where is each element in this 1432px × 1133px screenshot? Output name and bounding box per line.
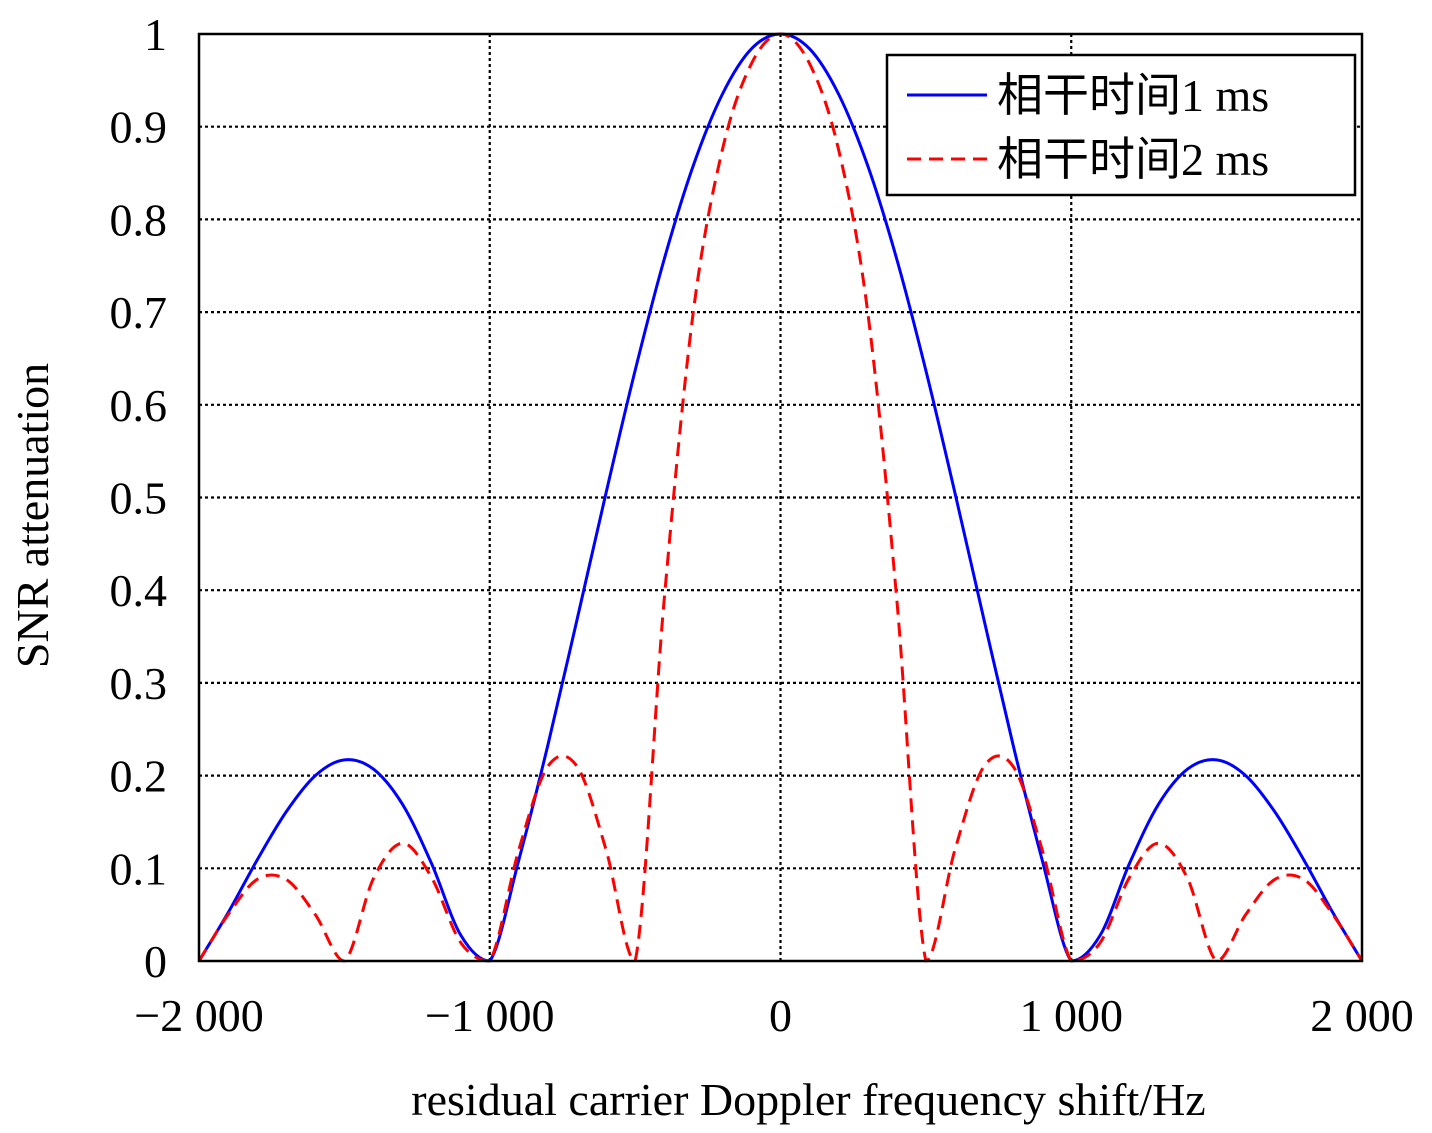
x-axis-title: residual carrier Doppler frequency shift… — [411, 1074, 1205, 1125]
y-tick-label: 0.2 — [110, 751, 168, 802]
legend-label: 相干时间1 ms — [997, 70, 1269, 121]
y-tick-label: 0.3 — [110, 658, 168, 709]
x-tick-label: 1 000 — [1020, 990, 1124, 1041]
legend-label: 相干时间2 ms — [997, 134, 1269, 185]
x-tick-label: 0 — [769, 990, 792, 1041]
legend: 相干时间1 ms 相干时间2 ms — [885, 53, 1357, 197]
grid — [199, 34, 1362, 961]
y-tick-label: 0.4 — [110, 565, 168, 616]
plot-frame — [197, 32, 1364, 963]
y-tick-label: 0.8 — [110, 194, 168, 245]
y-tick-label: 0.6 — [110, 380, 168, 431]
y-tick-label: 0 — [144, 936, 167, 987]
y-tick-label: 0.5 — [110, 473, 168, 524]
y-tick-label: 1 — [144, 9, 167, 60]
x-tick-label: 2 000 — [1310, 990, 1414, 1041]
y-axis-title: SNR attenuation — [7, 363, 58, 668]
y-tick-label: 0.9 — [110, 102, 168, 153]
ticks: −2 000 −1 000 0 1 000 2 000 0 0.1 0.2 0.3 0.4 0.5 0… — [110, 9, 1414, 1041]
x-tick-label: −1 000 — [425, 990, 554, 1041]
y-tick-label: 0.1 — [110, 843, 168, 894]
y-tick-label: 0.7 — [110, 287, 168, 338]
legend-box — [885, 53, 1357, 197]
x-tick-label: −2 000 — [134, 990, 263, 1041]
